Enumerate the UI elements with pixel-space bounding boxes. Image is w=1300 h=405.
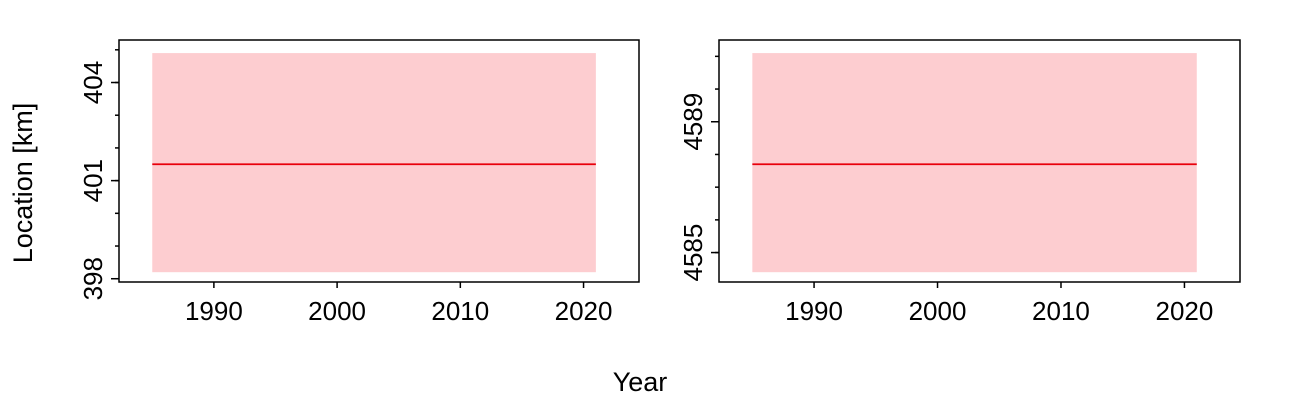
panel-left: 1990 2000 2010 2020 398 401 404 xyxy=(78,39,640,326)
x-tick-label: 2010 xyxy=(431,296,489,326)
x-tick-label: 2010 xyxy=(1032,296,1090,326)
x-axis-title: Year xyxy=(613,367,668,397)
y-tick-label: 4585 xyxy=(678,224,708,282)
y-tick-label: 4589 xyxy=(678,93,708,151)
x-tick-label: 2020 xyxy=(1156,296,1214,326)
x-tick-label: 2020 xyxy=(555,296,613,326)
x-tick-label: 2000 xyxy=(909,296,967,326)
panel-right: 1990 2000 2010 2020 4585 4589 xyxy=(678,39,1241,326)
y-tick-label: 398 xyxy=(78,257,108,300)
x-tick-label: 1990 xyxy=(185,296,243,326)
confidence-band xyxy=(152,53,596,273)
x-tick-label: 1990 xyxy=(785,296,843,326)
y-axis-title: Location [km] xyxy=(8,103,38,264)
y-tick-label: 401 xyxy=(78,159,108,202)
plot-frame xyxy=(118,39,640,283)
y-tick-label: 404 xyxy=(78,61,108,104)
confidence-band xyxy=(752,53,1197,273)
x-tick-label: 2000 xyxy=(308,296,366,326)
plot-frame xyxy=(718,39,1241,283)
